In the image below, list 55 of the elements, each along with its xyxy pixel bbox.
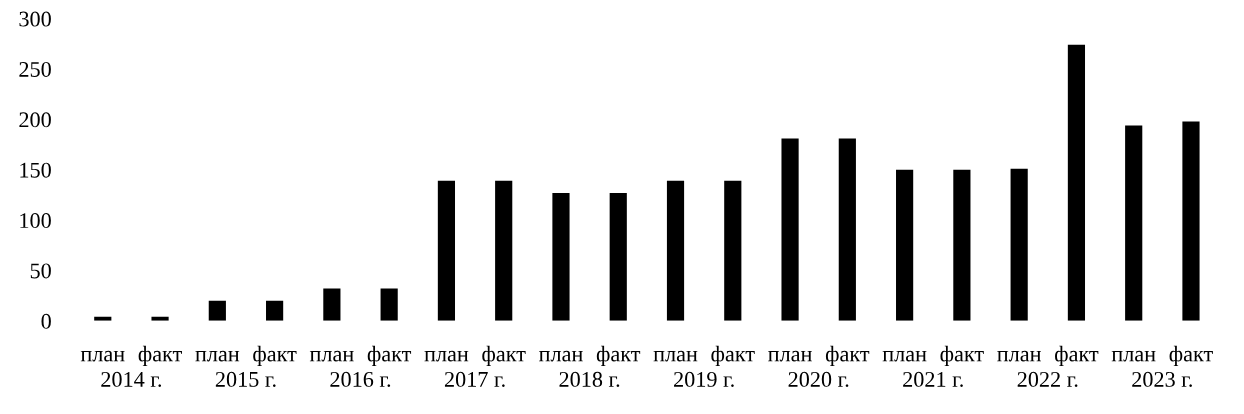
- text: 2018 г.: [559, 371, 620, 387]
- x-tick-label: план: [80, 350, 125, 362]
- text: 2019 г.: [674, 371, 734, 387]
- x-tick-label: план: [424, 350, 469, 362]
- bar: [896, 169, 914, 321]
- bar: [208, 300, 226, 321]
- x-tick-label: план: [309, 350, 354, 362]
- x-tick-label: факт: [367, 345, 412, 366]
- bar: [1125, 125, 1143, 321]
- x-tick-label: план: [882, 350, 927, 362]
- text: 2021 г.: [903, 371, 963, 387]
- bar: [1182, 121, 1200, 321]
- x-tick-label: план: [1111, 350, 1156, 362]
- text: 2014 г.: [101, 371, 162, 387]
- x-tick-label: факт: [1055, 345, 1099, 366]
- x-tick-label: факт: [940, 345, 984, 366]
- x-tick-label: факт: [253, 345, 297, 366]
- text: 2016 г.: [330, 371, 391, 387]
- bar: [724, 180, 742, 321]
- text: 2015 г.: [215, 371, 276, 387]
- x-tick-label: план: [997, 350, 1041, 362]
- y-tick-label: 100: [20, 213, 51, 229]
- bar: [1010, 168, 1028, 321]
- bar: [266, 300, 284, 321]
- x-tick-label: план: [768, 350, 812, 362]
- bar: [838, 138, 856, 321]
- bar: [552, 192, 570, 321]
- y-tick-label: 300: [19, 11, 51, 27]
- bar: [666, 180, 685, 321]
- x-tick-label: факт: [482, 345, 526, 366]
- text: 2020 г.: [788, 371, 849, 387]
- x-tick-label: факт: [1169, 345, 1213, 366]
- x-tick-label: факт: [711, 345, 755, 366]
- x-tick-label: план: [653, 350, 698, 362]
- bar: [323, 288, 341, 321]
- bar: [953, 169, 971, 321]
- y-tick-label: 250: [19, 61, 51, 77]
- bar: [495, 180, 513, 321]
- bar: [437, 180, 456, 321]
- text: 2017 г.: [444, 371, 505, 387]
- x-tick-label: план: [195, 350, 240, 362]
- y-tick-label: 150: [20, 162, 51, 178]
- x-tick-label: факт: [138, 345, 182, 366]
- text: 2022 г.: [1017, 371, 1078, 387]
- bar: [1067, 44, 1086, 321]
- bar: [609, 192, 627, 321]
- y-tick-label: 50: [30, 263, 51, 279]
- x-tick-label: факт: [596, 345, 641, 366]
- bar: [380, 288, 398, 321]
- x-tick-label: план: [539, 350, 583, 362]
- text: 2023 г.: [1132, 371, 1192, 387]
- y-tick-label: 0: [41, 313, 51, 329]
- y-tick-label: 200: [19, 112, 51, 128]
- bar: [781, 138, 799, 321]
- x-tick-label: факт: [825, 345, 870, 366]
